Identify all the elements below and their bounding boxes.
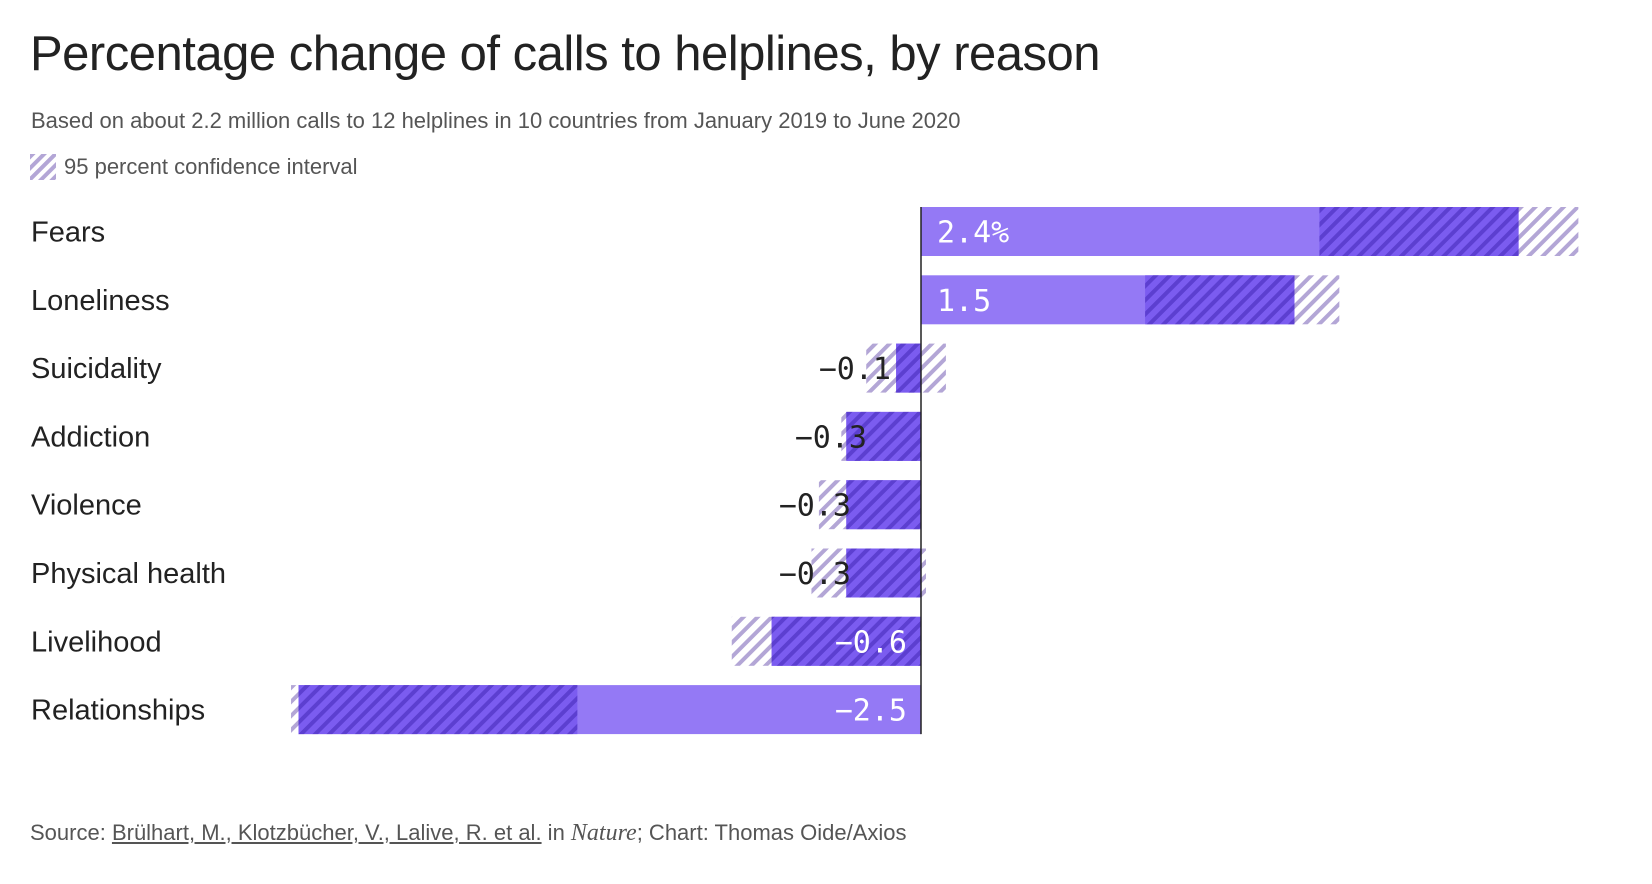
source-in: in <box>541 820 571 845</box>
category-label-loneliness: Loneliness <box>31 285 170 317</box>
legend: 95 percent confidence interval <box>30 154 358 180</box>
value-label-livelihood: −0.6 <box>835 625 907 660</box>
category-label-fears: Fears <box>31 217 105 249</box>
source-journal: Nature <box>570 820 637 846</box>
ci-overlap-physical-health <box>846 548 921 598</box>
ci-overlap-addiction <box>846 411 921 461</box>
bars <box>291 207 1579 735</box>
category-label-addiction: Addiction <box>31 421 150 453</box>
value-label-suicidality: −0.1 <box>819 352 891 387</box>
value-label-addiction: −0.3 <box>795 420 867 455</box>
category-label-livelihood: Livelihood <box>31 626 162 658</box>
value-label-relationships: −2.5 <box>835 694 907 729</box>
value-label-fears: 2.4% <box>937 216 1009 251</box>
ci-overlap-fears <box>1319 207 1519 256</box>
chart-title: Percentage change of calls to helplines,… <box>30 27 1101 81</box>
category-labels: Fears Loneliness Suicidality Addiction Viole… <box>31 217 226 727</box>
ci-overlap-relationships <box>298 685 578 735</box>
ci-overlap-suicidality <box>896 343 921 393</box>
source-prefix: Source: <box>30 820 112 845</box>
source-suffix: ; Chart: Thomas Oide/Axios <box>636 820 907 845</box>
value-label-physical-health: −0.3 <box>779 557 851 592</box>
ci-overlap-violence <box>846 480 921 530</box>
value-labels: 2.4% 1.5 −0.1 −0.3 −0.3 −0.3 −0.6 −2.5 <box>779 216 1010 729</box>
source-citation-link[interactable]: Brülhart, M., Klotzbücher, V., Lalive, R… <box>111 820 542 845</box>
category-label-physical-health: Physical health <box>31 558 226 590</box>
source-note: Source: Brülhart, M., Klotzbücher, V., L… <box>30 820 907 847</box>
value-label-loneliness: 1.5 <box>937 284 991 319</box>
category-label-relationships: Relationships <box>31 695 205 727</box>
category-label-suicidality: Suicidality <box>31 353 162 385</box>
legend-label: 95 percent confidence interval <box>64 154 358 179</box>
category-label-violence: Violence <box>31 490 142 522</box>
value-label-violence: −0.3 <box>779 489 851 524</box>
chart-subtitle: Based on about 2.2 million calls to 12 h… <box>31 108 961 133</box>
ci-overlap-loneliness <box>1145 275 1295 325</box>
ci-overlap-livelihood <box>771 616 921 666</box>
hatch-swatch-icon <box>30 154 56 180</box>
